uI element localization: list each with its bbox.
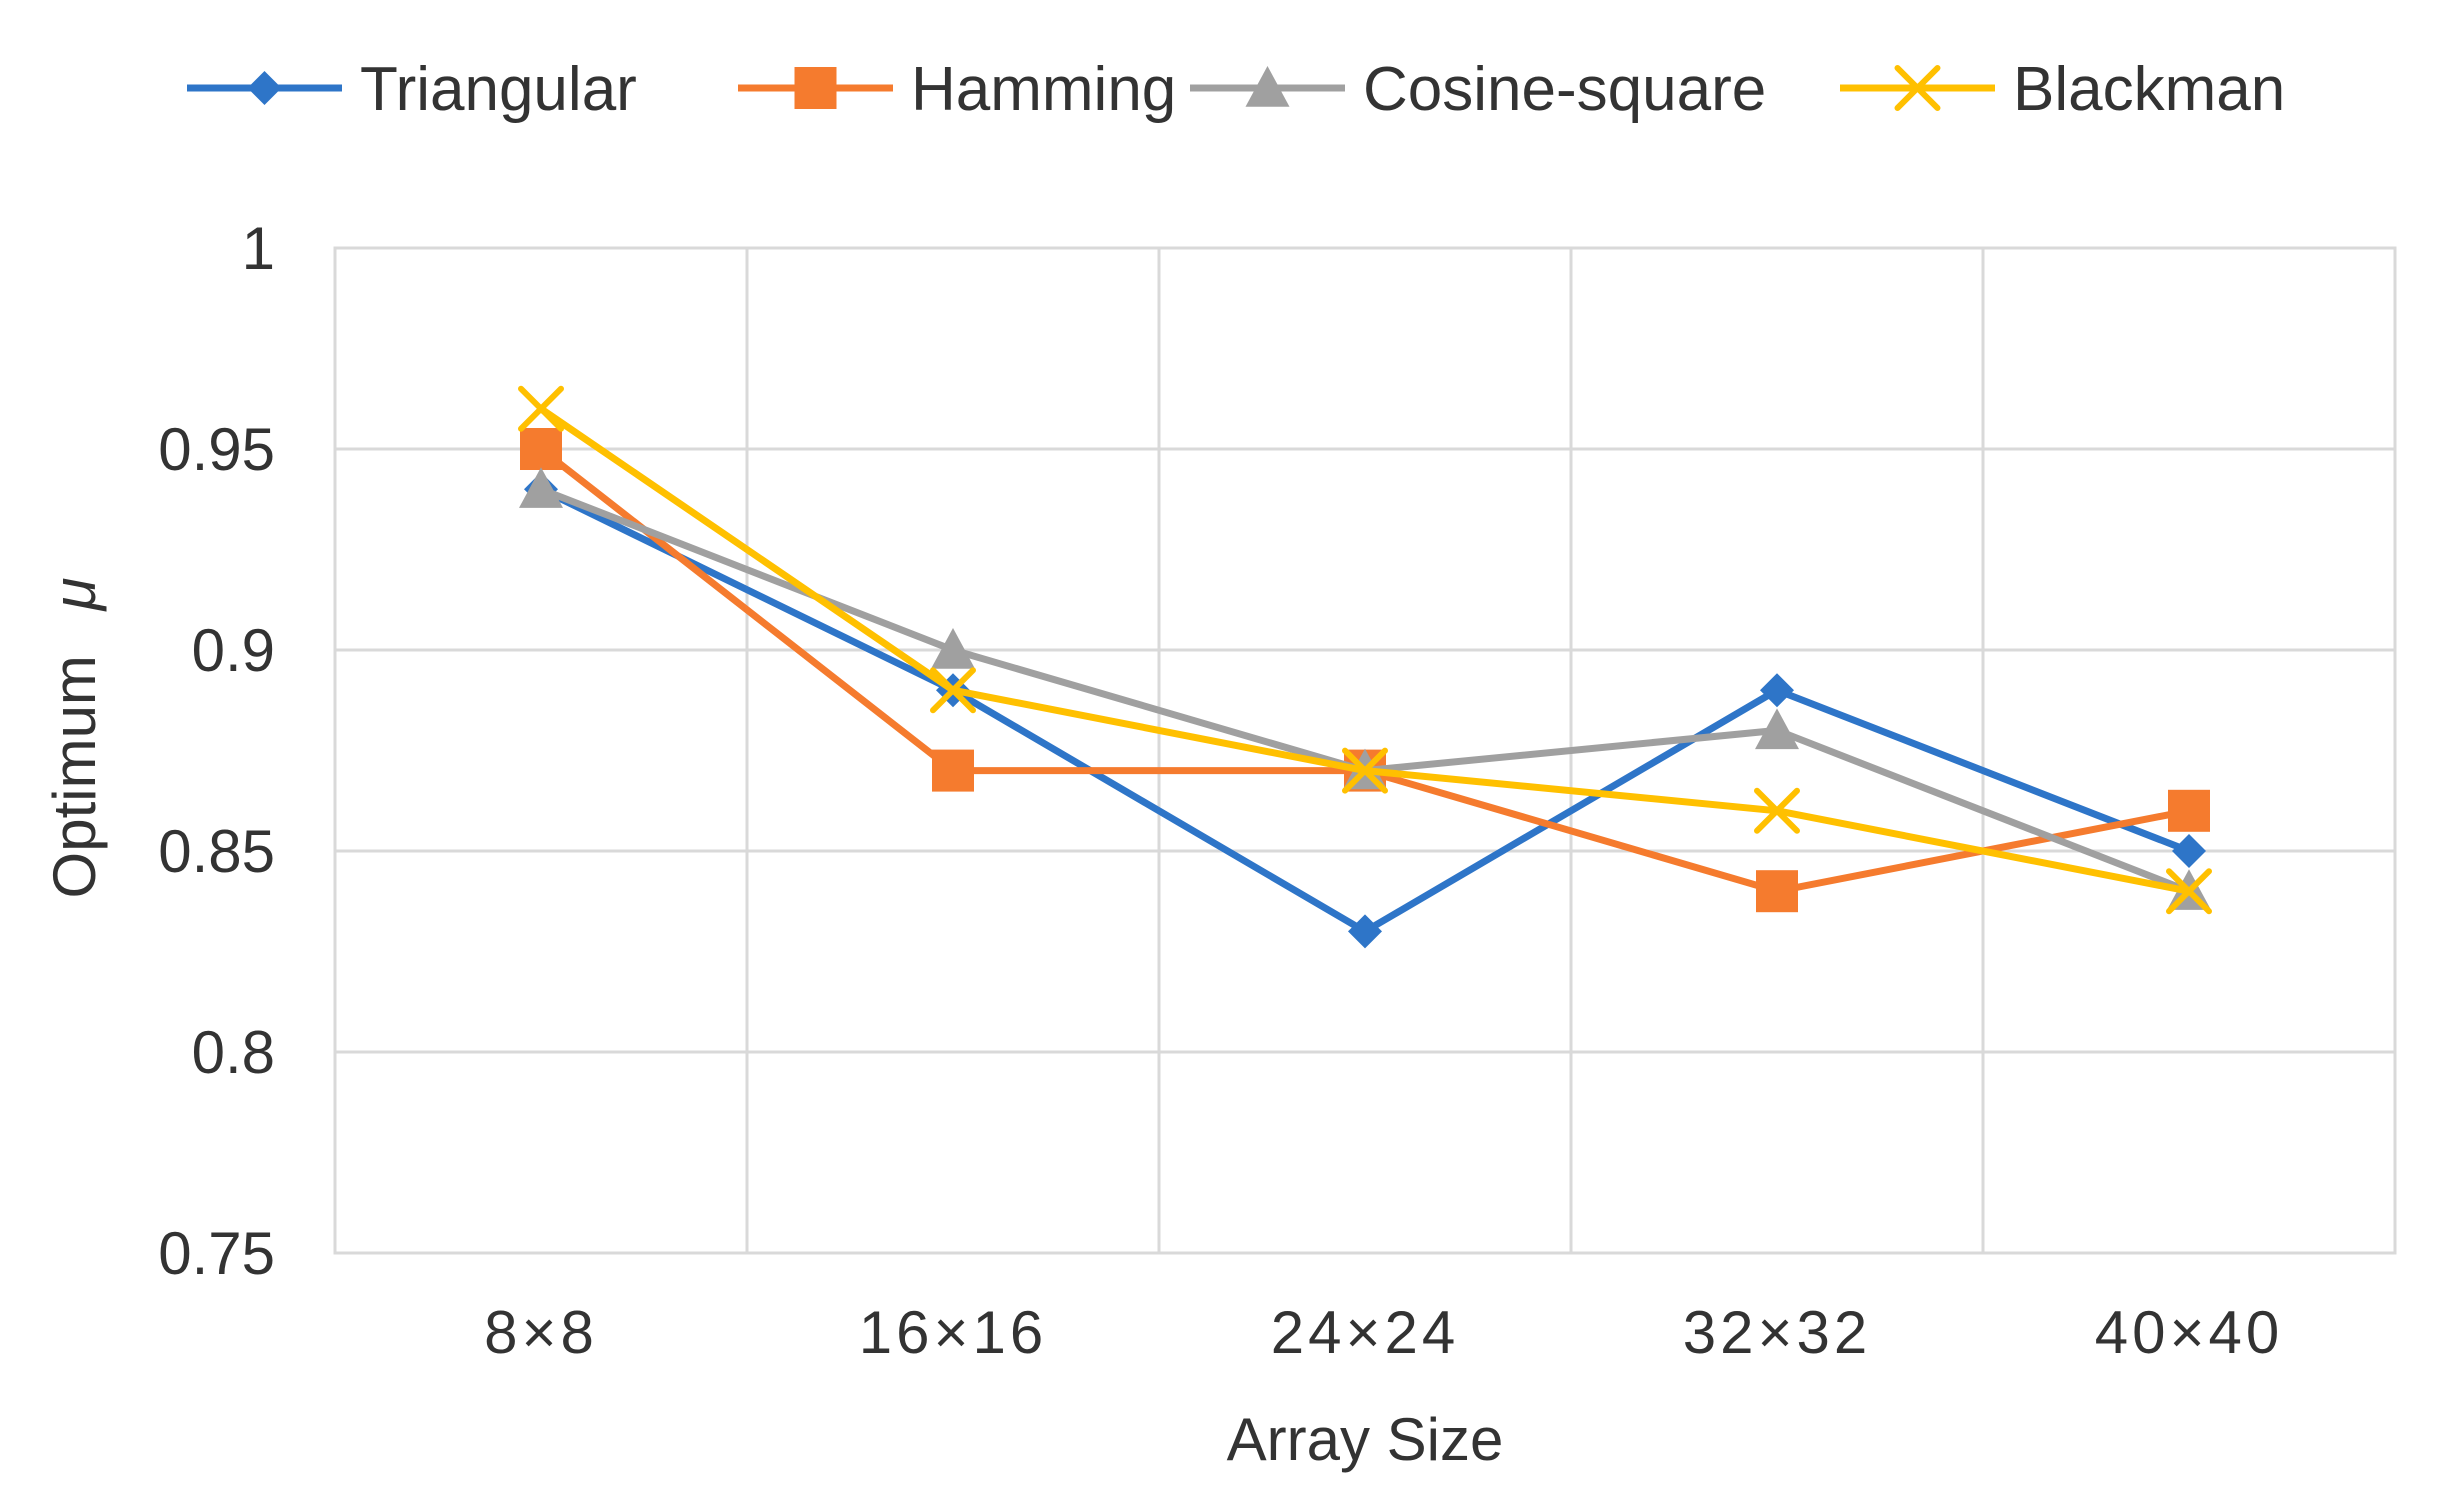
x-axis-ticks: 8×8 16×16 24×24 32×32 40×40 (484, 1299, 2284, 1366)
data-point-cosine-square (1755, 708, 1799, 750)
series-line-cosine-square (537, 485, 2193, 895)
data-point-triangular (1760, 673, 1794, 708)
y-tick-label: 0.75 (158, 1220, 275, 1287)
data-point-hamming (932, 749, 974, 792)
x-axis-title: Array Size (1227, 1406, 1504, 1473)
data-point-hamming (2168, 789, 2210, 832)
legend-marker-blackman (1894, 65, 1941, 111)
data-point-hamming (1756, 870, 1798, 913)
series-hamming (520, 428, 2210, 913)
y-tick-label: 1 (242, 215, 275, 282)
data-point-blackman (518, 385, 564, 432)
series-line-hamming (537, 445, 2193, 895)
legend-item-cosine-square: Cosine-square (1190, 55, 1766, 124)
series-blackman (518, 385, 2212, 915)
y-axis-title: Optimum μ (41, 578, 108, 899)
y-axis-ticks: 0.75 0.8 0.85 0.9 0.95 1 (158, 215, 275, 1287)
y-axis-title-symbol: μ (41, 578, 108, 613)
chart-legend: Triangular Hamming Cosine-square Blackman (187, 55, 2285, 124)
data-point-blackman (2166, 868, 2212, 915)
series-triangular (524, 472, 2206, 949)
x-tick-label: 8×8 (484, 1299, 598, 1366)
legend-label-cosine-square: Cosine-square (1363, 55, 1766, 124)
chart-grid (333, 246, 2397, 1255)
legend-item-blackman: Blackman (1840, 55, 2285, 124)
legend-item-triangular: Triangular (187, 55, 637, 124)
y-tick-label: 0.8 (192, 1019, 275, 1086)
data-point-cosine-square (931, 628, 975, 669)
legend-label-triangular: Triangular (360, 55, 637, 124)
chart-series (518, 385, 2212, 949)
data-point-blackman (1342, 747, 1388, 794)
data-point-hamming (520, 428, 562, 470)
x-tick-label: 16×16 (859, 1299, 1048, 1366)
x-tick-label: 40×40 (2095, 1299, 2284, 1366)
y-tick-label: 0.85 (158, 818, 275, 885)
x-tick-label: 32×32 (1683, 1299, 1872, 1366)
y-tick-label: 0.95 (158, 416, 275, 483)
legend-marker-hamming (794, 67, 837, 109)
legend-item-hamming: Hamming (738, 55, 1176, 124)
legend-label-blackman: Blackman (2013, 55, 2285, 124)
y-axis-title-text: Optimum (41, 655, 108, 898)
legend-label-hamming: Hamming (911, 55, 1176, 124)
legend-marker-cosine-square (1245, 66, 1290, 107)
y-tick-label: 0.9 (192, 617, 275, 684)
data-point-triangular (1348, 914, 1382, 949)
data-point-blackman (930, 667, 976, 714)
data-point-cosine-square (519, 467, 563, 508)
series-line-triangular (537, 485, 2193, 935)
x-tick-label: 24×24 (1271, 1299, 1460, 1366)
data-point-blackman (1754, 787, 1800, 834)
data-point-triangular (2172, 834, 2206, 868)
legend-marker-triangular (247, 71, 282, 105)
